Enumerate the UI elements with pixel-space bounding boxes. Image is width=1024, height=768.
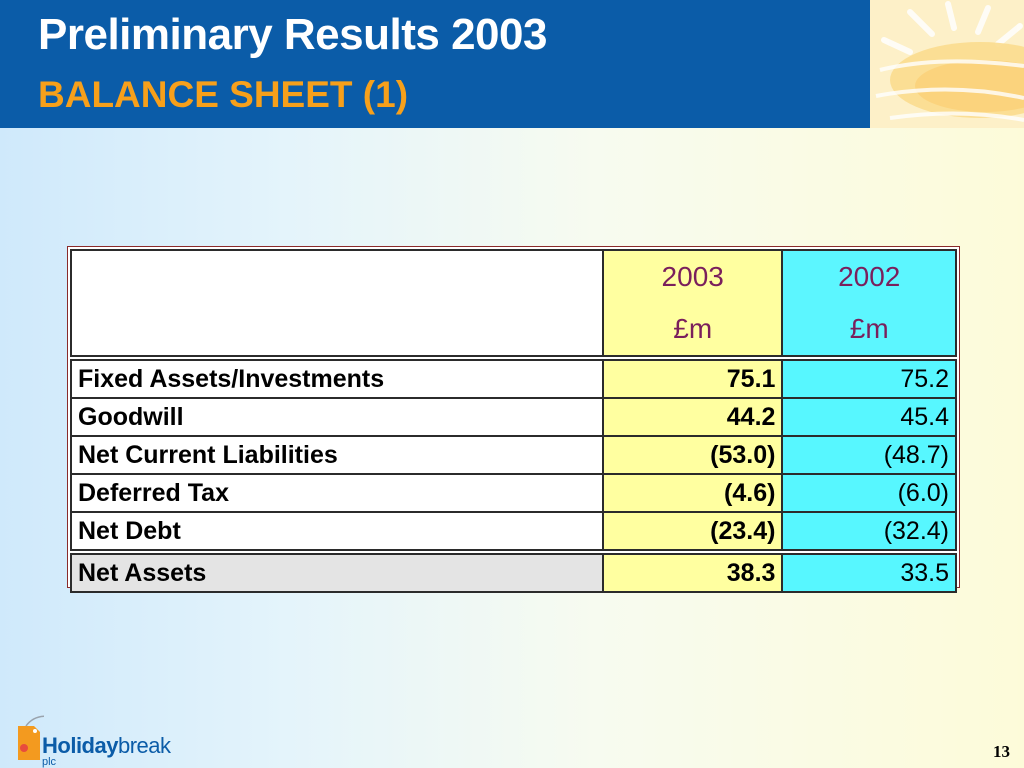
row-label: Net Current Liabilities <box>70 435 604 475</box>
row-value-2002: 75.2 <box>781 359 957 399</box>
row-label: Deferred Tax <box>70 473 604 513</box>
table-header-row: 2003 £m 2002 £m <box>70 249 957 357</box>
total-value-2003: 38.3 <box>601 553 784 593</box>
row-value-2002: 45.4 <box>781 397 957 437</box>
row-value-2003: (53.0) <box>601 435 784 475</box>
row-value-2003: (4.6) <box>601 473 784 513</box>
table-spacer <box>71 549 956 555</box>
sun-icon <box>875 1 1024 122</box>
page-number: 13 <box>993 742 1010 761</box>
total-value-2002: 33.5 <box>781 553 957 593</box>
luggage-tag-icon <box>18 715 44 760</box>
table-spacer <box>71 355 956 361</box>
table-row: Net Current Liabilities (53.0) (48.7) <box>70 435 957 475</box>
header-2002-unit: £m <box>849 313 889 344</box>
logo-plc: plc <box>42 756 57 768</box>
row-value-2002: (48.7) <box>781 435 957 475</box>
sun-decoration <box>870 0 1024 128</box>
row-value-2002: (32.4) <box>781 511 957 551</box>
logo-brand-regular: break <box>117 733 171 758</box>
header-blank-cell <box>70 249 604 357</box>
logo-brand-bold: Holiday <box>42 733 118 758</box>
holidaybreak-logo: Holidaybreak plc <box>14 712 174 768</box>
header-2003-unit: £m <box>673 313 713 344</box>
total-label: Net Assets <box>70 553 604 593</box>
row-label: Goodwill <box>70 397 604 437</box>
row-label: Net Debt <box>70 511 604 551</box>
balance-sheet-table: 2003 £m 2002 £m Fixed Assets/Investments… <box>67 246 960 593</box>
row-value-2003: 75.1 <box>601 359 784 399</box>
table-row: Net Debt (23.4) (32.4) <box>70 511 957 551</box>
logo-wordmark: Holidaybreak <box>42 733 171 759</box>
header-2002-year: 2002 <box>838 261 901 292</box>
row-label: Fixed Assets/Investments <box>70 359 604 399</box>
header-2003-year: 2003 <box>661 261 724 292</box>
slide-subtitle: BALANCE SHEET (1) <box>38 74 409 115</box>
title-banner: Preliminary Results 2003 BALANCE SHEET (… <box>0 0 870 128</box>
table-row: Deferred Tax (4.6) (6.0) <box>70 473 957 513</box>
header-2003: 2003 £m <box>601 249 784 357</box>
header-2002: 2002 £m <box>781 249 957 357</box>
table-total-row: Net Assets 38.3 33.5 <box>70 553 957 593</box>
table-row: Goodwill 44.2 45.4 <box>70 397 957 437</box>
slide-title: Preliminary Results 2003 <box>38 10 547 59</box>
table-row: Fixed Assets/Investments 75.1 75.2 <box>70 359 957 399</box>
row-value-2003: 44.2 <box>601 397 784 437</box>
row-value-2002: (6.0) <box>781 473 957 513</box>
row-value-2003: (23.4) <box>601 511 784 551</box>
